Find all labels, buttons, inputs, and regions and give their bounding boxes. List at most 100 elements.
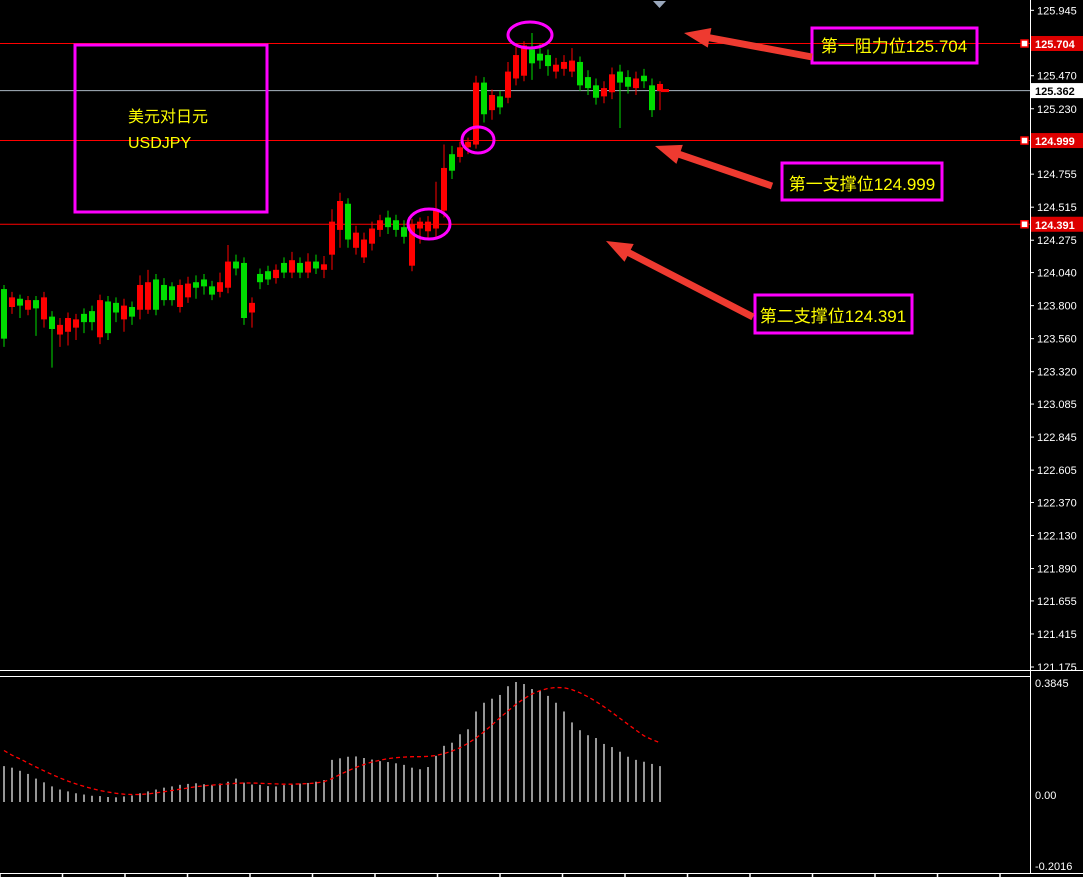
candle-body: [457, 147, 463, 157]
candle-body: [609, 74, 615, 93]
candle-body: [425, 221, 431, 232]
candle-body: [553, 64, 559, 72]
candle-body: [1, 289, 7, 339]
resistance1-arrow-icon[interactable]: [684, 28, 813, 61]
candle-body: [289, 260, 295, 273]
support1-label-box[interactable]: [780, 161, 944, 202]
price-label: 121.890: [1037, 564, 1077, 576]
price-label: 125.945: [1037, 5, 1077, 17]
candle-body: [329, 221, 335, 255]
candle-body: [305, 261, 311, 273]
candle-body: [169, 286, 175, 301]
candle-body: [385, 217, 391, 228]
support2-arrow-icon[interactable]: [606, 241, 755, 321]
price-label: 123.800: [1037, 301, 1077, 313]
price-label: 124.999: [1035, 136, 1075, 148]
candle-body: [249, 302, 255, 313]
candle-body: [65, 318, 71, 332]
symbol-annotation-box[interactable]: [73, 43, 269, 214]
candle-body: [433, 209, 439, 229]
candle-body: [369, 228, 375, 244]
price-axis-labels: 125.945 125.704 125.470 125.362 125.230 124.9…: [1030, 5, 1083, 674]
price-label: 125.362: [1035, 86, 1075, 98]
price-label: 123.085: [1037, 399, 1077, 411]
current-price-marker: [661, 89, 669, 93]
symbol-name-cn: 美元对日元: [128, 108, 208, 126]
candle-body: [161, 284, 167, 301]
price-label: 121.415: [1037, 629, 1077, 641]
candle-body: [57, 324, 63, 335]
candle-body: [73, 319, 79, 328]
price-label: 123.320: [1037, 367, 1077, 379]
symbol-ticker: USDJPY: [128, 135, 191, 152]
price-label: 124.275: [1037, 235, 1077, 247]
resistance-line-anchor[interactable]: [1020, 39, 1029, 48]
candle-body: [233, 261, 239, 269]
support1-line-anchor[interactable]: [1020, 136, 1029, 145]
candle-body: [337, 200, 343, 230]
candle-body: [97, 300, 103, 338]
candlestick-series: [1, 33, 669, 368]
candle-body: [529, 49, 535, 64]
support2-line-anchor[interactable]: [1020, 220, 1029, 229]
candle-body: [297, 262, 303, 273]
candle-body: [121, 305, 127, 320]
candle-body: [601, 88, 607, 97]
price-label-highlight-red: [1031, 216, 1083, 232]
price-label: 122.370: [1037, 497, 1077, 509]
candle-body: [153, 279, 159, 310]
candle-body: [377, 220, 383, 230]
indicator-min-label: -0.2016: [1035, 861, 1072, 873]
candle-body: [17, 298, 23, 306]
candle-body: [313, 261, 319, 269]
candle-body: [185, 283, 191, 298]
candle-body: [449, 154, 455, 171]
price-label: 125.470: [1037, 71, 1077, 83]
candle-body: [353, 232, 359, 248]
highlight-ellipse-support2-touch[interactable]: [406, 207, 452, 241]
candle-body: [649, 85, 655, 111]
price-label: 122.845: [1037, 432, 1077, 444]
candle-body: [545, 55, 551, 67]
candle-body: [217, 282, 223, 292]
price-label: 124.391: [1035, 220, 1075, 232]
candle-body: [201, 279, 207, 287]
candle-body: [257, 273, 263, 283]
candle-body: [401, 227, 407, 237]
candle-body: [633, 78, 639, 89]
candle-body: [521, 45, 527, 76]
highlight-ellipse-resistance-touch[interactable]: [506, 20, 554, 50]
price-label: 125.230: [1037, 104, 1077, 116]
price-label: 123.560: [1037, 334, 1077, 346]
candle-body: [409, 224, 415, 266]
resistance1-label-box[interactable]: [810, 26, 979, 65]
support2-label: 第二支撑位124.391: [760, 307, 906, 326]
price-label: 122.130: [1037, 531, 1077, 543]
price-label: 125.704: [1035, 39, 1076, 51]
support1-arrow-icon[interactable]: [655, 144, 774, 190]
candle-body: [145, 282, 151, 310]
candle-body: [593, 85, 599, 98]
price-label-highlight-red: [1031, 133, 1083, 149]
candle-body: [265, 271, 271, 280]
price-label-highlight-red: [1031, 36, 1083, 52]
candle-body: [657, 83, 663, 91]
support2-label-box[interactable]: [753, 293, 914, 335]
price-label: 121.175: [1037, 662, 1077, 674]
chart-shift-triangle-icon[interactable]: [653, 1, 666, 8]
candle-body: [561, 61, 567, 69]
price-label-highlight-white: [1031, 83, 1083, 99]
candle-body: [569, 60, 575, 72]
candle-body: [241, 262, 247, 319]
candle-body: [617, 71, 623, 83]
candle-body: [489, 94, 495, 111]
indicator-max-label: 0.3845: [1035, 678, 1069, 690]
price-label: 122.605: [1037, 465, 1077, 477]
price-label: 121.655: [1037, 596, 1077, 608]
candle-body: [281, 262, 287, 273]
highlight-ellipse-support1-touch[interactable]: [460, 125, 496, 155]
candle-body: [25, 300, 31, 310]
candle-body: [393, 220, 399, 230]
candle-body: [361, 239, 367, 258]
candle-body: [193, 282, 199, 288]
